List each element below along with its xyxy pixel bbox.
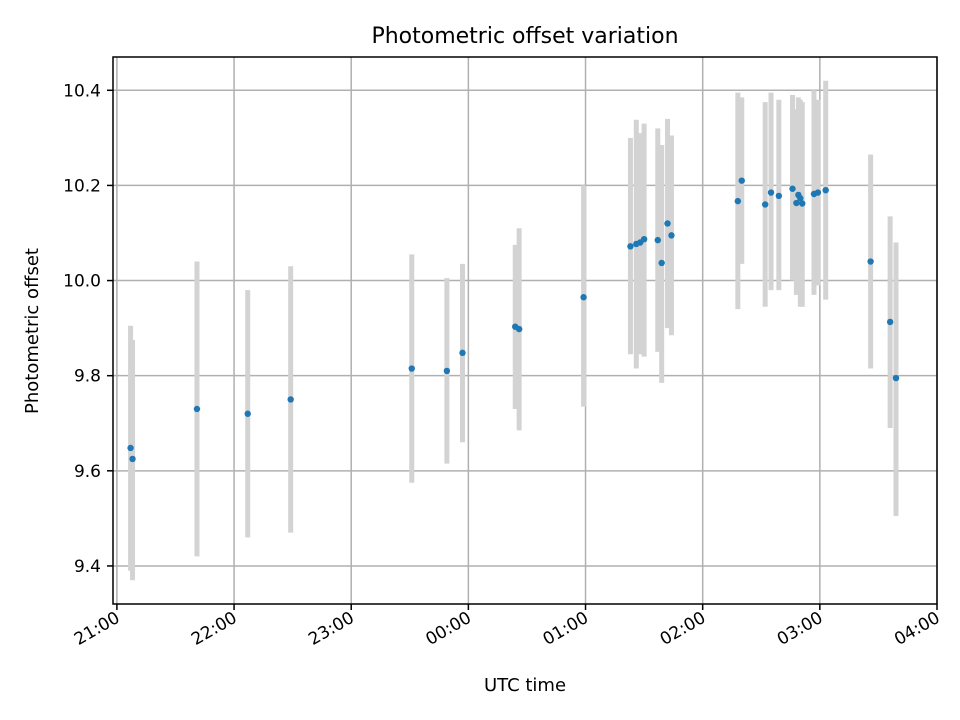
data-point <box>738 177 745 184</box>
data-point <box>408 365 415 372</box>
data-point <box>193 405 201 413</box>
data-point <box>129 455 136 463</box>
x-axis-label: UTC time <box>484 675 566 696</box>
data-point <box>658 259 665 267</box>
data-point <box>822 186 829 194</box>
data-point <box>443 367 451 375</box>
data-point <box>640 235 648 243</box>
data-point <box>127 444 134 452</box>
y-tick-label: 9.8 <box>74 367 101 387</box>
data-point <box>654 236 661 244</box>
plot-frame <box>112 56 938 605</box>
data-point <box>668 232 675 239</box>
data-point <box>244 410 251 417</box>
data-point <box>515 325 523 333</box>
data-point <box>287 396 294 403</box>
data-point <box>767 189 775 196</box>
y-tick-label: 10.2 <box>63 176 101 196</box>
y-tick-label: 10.4 <box>63 81 101 101</box>
data-point <box>761 201 769 208</box>
data-point <box>797 195 804 202</box>
y-tick-label: 10.0 <box>63 272 101 292</box>
data-point <box>867 258 874 265</box>
data-point <box>459 349 466 357</box>
chart-title: Photometric offset variation <box>371 24 678 49</box>
data-point <box>886 318 894 326</box>
data-point <box>775 192 783 200</box>
data-point <box>892 374 900 382</box>
data-points <box>127 177 900 463</box>
data-point <box>664 220 671 227</box>
data-point <box>580 294 587 301</box>
y-tick-label: 9.4 <box>74 557 101 577</box>
data-point <box>789 185 796 192</box>
data-point <box>799 200 806 207</box>
data-point <box>627 243 634 250</box>
data-point <box>734 197 742 205</box>
data-point <box>793 199 800 207</box>
y-tick-label: 9.6 <box>74 462 101 482</box>
y-axis-label: Photometric offset <box>22 248 43 414</box>
data-point <box>814 189 822 196</box>
